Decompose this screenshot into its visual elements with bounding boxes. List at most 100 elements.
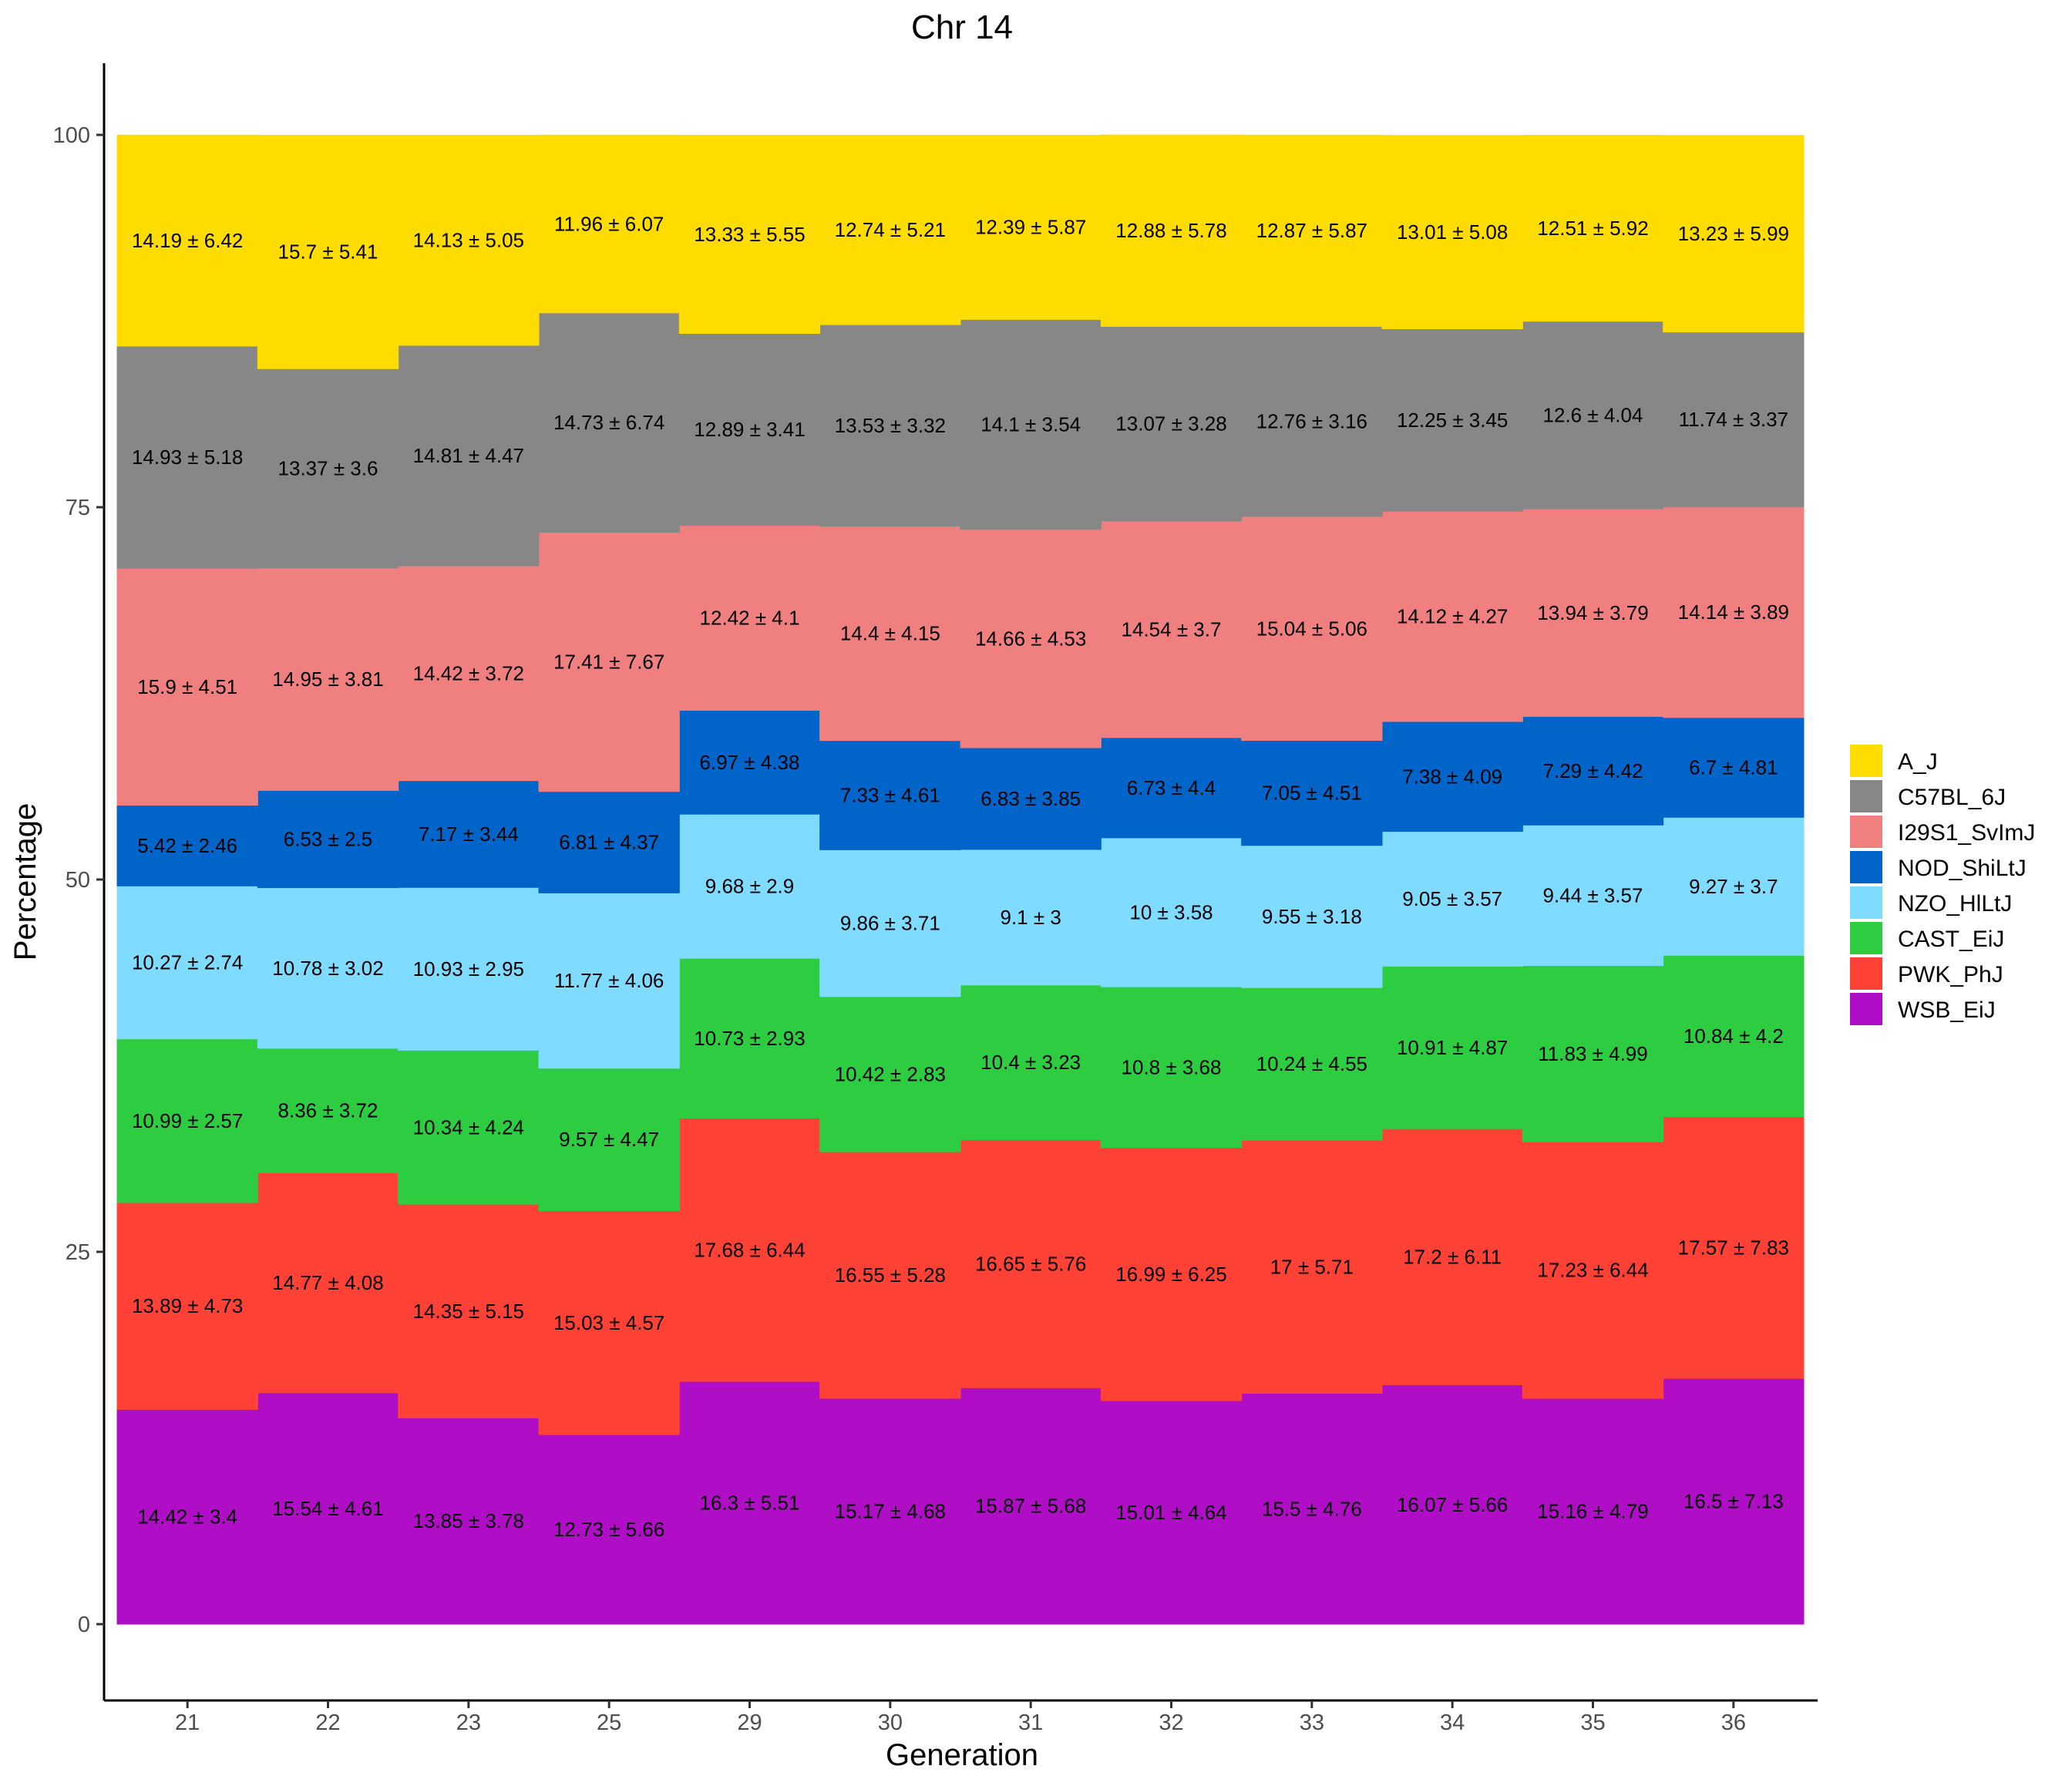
y-tick-label: 0	[78, 1613, 90, 1637]
segment-cast-eij-29	[678, 958, 821, 1119]
segment-i29s1-svimj-30	[819, 526, 961, 742]
segment-nzo-hlltj-33	[1241, 845, 1383, 988]
segment-cast-eij-31	[960, 984, 1102, 1141]
segment-nod-shiltj-32	[1100, 737, 1243, 839]
segment-c57bl-6j-35	[1522, 321, 1664, 510]
segment-label: 6.73 ± 4.4	[1127, 776, 1216, 799]
segment-cast-eij-33	[1241, 987, 1383, 1141]
segment-a-j-36	[1663, 135, 1805, 333]
segment-label: 15.9 ± 4.51	[137, 675, 237, 698]
segment-c57bl-6j-22	[257, 368, 399, 569]
segment-nzo-hlltj-29	[678, 814, 821, 959]
segment-a-j-21	[116, 134, 258, 347]
segment-label: 7.38 ± 4.09	[1402, 765, 1502, 788]
segment-nod-shiltj-29	[678, 710, 821, 815]
x-tick-label: 21	[175, 1710, 200, 1735]
segment-label: 9.68 ± 2.9	[705, 875, 794, 898]
segment-label: 14.54 ± 3.7	[1122, 617, 1222, 641]
segment-a-j-35	[1522, 135, 1664, 322]
x-axis-ticks: 21 22 23 25 29 30 31 32 33 34 35 36	[175, 1700, 1746, 1735]
segment-nod-shiltj-22	[257, 790, 399, 889]
segment-c57bl-6j-23	[398, 345, 540, 567]
segment-label: 10.78 ± 3.02	[272, 957, 383, 980]
x-tick-label: 31	[1018, 1710, 1043, 1735]
segment-label: 17.23 ± 6.44	[1537, 1259, 1648, 1282]
segment-i29s1-svimj-21	[116, 568, 258, 806]
segment-wsb-eij-22	[257, 1392, 399, 1625]
segment-label: 14.35 ± 5.15	[413, 1300, 524, 1323]
segment-wsb-eij-29	[678, 1381, 821, 1625]
segment-label: 10.93 ± 2.95	[413, 957, 524, 980]
legend-label: NZO_HlLtJ	[1898, 891, 2012, 917]
segment-pwk-phj-35	[1522, 1142, 1664, 1399]
segment-c57bl-6j-25	[538, 312, 680, 533]
segment-label: 10.24 ± 4.55	[1256, 1052, 1367, 1075]
segment-label: 9.57 ± 4.47	[559, 1128, 659, 1151]
segment-a-j-30	[819, 135, 961, 325]
segment-wsb-eij-33	[1241, 1393, 1383, 1625]
segment-label: 15.5 ± 4.76	[1262, 1497, 1362, 1520]
segment-label: 10.4 ± 3.23	[980, 1051, 1081, 1074]
x-tick-label: 23	[456, 1710, 481, 1735]
segment-cast-eij-25	[538, 1068, 680, 1212]
legend-label: NOD_ShiLtJ	[1898, 856, 2027, 881]
segment-nod-shiltj-31	[960, 748, 1102, 850]
segment-label: 16.65 ± 5.76	[975, 1253, 1086, 1276]
segment-wsb-eij-32	[1100, 1401, 1243, 1625]
segment-label: 12.73 ± 5.66	[553, 1518, 664, 1541]
segment-label: 10.99 ± 2.57	[132, 1109, 243, 1132]
segment-label: 16.07 ± 5.66	[1397, 1493, 1508, 1516]
segment-cast-eij-35	[1522, 965, 1664, 1142]
legend-key	[1850, 993, 1882, 1025]
segment-pwk-phj-34	[1381, 1128, 1523, 1386]
segment-label: 11.96 ± 6.07	[554, 212, 664, 235]
segment-label: 10.8 ± 3.68	[1122, 1055, 1222, 1078]
segment-cast-eij-34	[1381, 966, 1523, 1129]
segment-label: 14.13 ± 5.05	[413, 228, 524, 251]
segment-nod-shiltj-36	[1663, 717, 1805, 818]
segment-wsb-eij-34	[1381, 1384, 1523, 1625]
legend-label: WSB_EiJ	[1898, 997, 1996, 1023]
legend-item-i29s1-svimj: I29S1_SvImJ	[1850, 816, 2035, 848]
series-nzo-hlltj: 10.27 ± 2.74 10.78 ± 3.02 10.93 ± 2.95 11.7…	[116, 814, 1805, 1069]
segment-i29s1-svimj-22	[257, 567, 399, 791]
segment-i29s1-svimj-36	[1663, 506, 1805, 718]
segment-label: 16.3 ± 5.51	[700, 1492, 800, 1515]
segment-nzo-hlltj-34	[1381, 831, 1523, 967]
segment-label: 14.77 ± 4.08	[272, 1271, 383, 1294]
segment-label: 13.85 ± 3.78	[413, 1509, 524, 1532]
segment-label: 9.05 ± 3.57	[1402, 887, 1502, 910]
segment-wsb-eij-23	[398, 1418, 540, 1625]
segment-c57bl-6j-29	[678, 333, 821, 526]
segment-nod-shiltj-30	[819, 740, 961, 850]
segment-label: 11.83 ± 4.99	[1538, 1042, 1647, 1065]
series-nod-shiltj: 5.42 ± 2.46 6.53 ± 2.5 7.17 ± 3.44 6.81 ± 4…	[116, 710, 1805, 893]
segment-label: 11.77 ± 4.06	[554, 969, 664, 992]
segment-i29s1-svimj-35	[1522, 509, 1664, 717]
segment-label: 14.42 ± 3.4	[137, 1505, 237, 1529]
segment-a-j-34	[1381, 135, 1523, 330]
segment-label: 14.66 ± 4.53	[975, 627, 1086, 650]
legend-label: I29S1_SvImJ	[1898, 820, 2035, 846]
segment-label: 17.2 ± 6.11	[1403, 1245, 1502, 1268]
segment-label: 10.27 ± 2.74	[132, 951, 243, 974]
legend-item-nod-shiltj: NOD_ShiLtJ	[1850, 851, 2027, 883]
segment-c57bl-6j-33	[1241, 326, 1383, 517]
segment-label: 9.27 ± 3.7	[1689, 875, 1778, 898]
legend-key	[1850, 851, 1882, 883]
x-tick-label: 34	[1440, 1710, 1465, 1735]
segment-label: 7.33 ± 4.61	[840, 784, 940, 807]
segment-nod-shiltj-35	[1522, 716, 1664, 826]
segment-label: 12.89 ± 3.41	[694, 418, 805, 441]
segment-nzo-hlltj-35	[1522, 825, 1664, 967]
segment-nod-shiltj-25	[538, 791, 680, 893]
segment-label: 16.99 ± 6.25	[1115, 1263, 1226, 1286]
y-tick-label: 75	[66, 496, 90, 520]
segment-label: 12.87 ± 5.87	[1256, 219, 1367, 242]
segment-cast-eij-32	[1100, 987, 1243, 1149]
segment-label: 15.03 ± 4.57	[553, 1311, 664, 1334]
segment-a-j-22	[257, 135, 399, 369]
legend-key	[1850, 922, 1882, 954]
segment-label: 6.81 ± 4.37	[559, 831, 659, 854]
segment-pwk-phj-22	[257, 1172, 399, 1394]
